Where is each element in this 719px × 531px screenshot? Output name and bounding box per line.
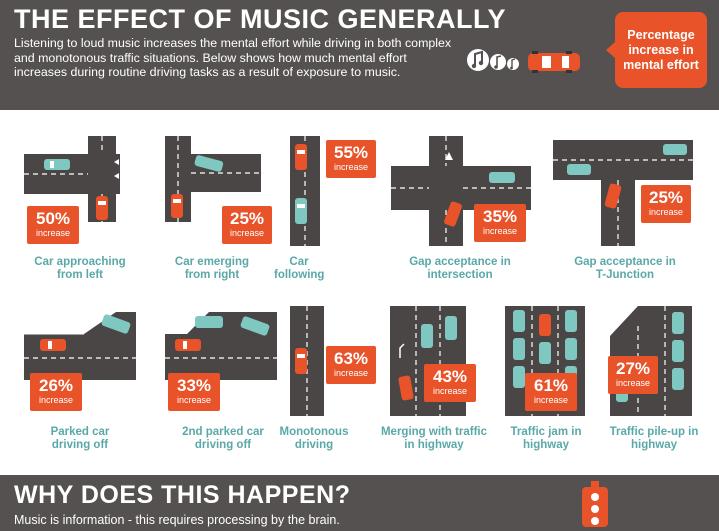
caption-5: Gap acceptance in T-Junction (574, 256, 676, 281)
badge-1: 50% increase (27, 206, 79, 244)
caption-10: Traffic jam in highway (510, 426, 582, 451)
percent-value: 50% (35, 209, 71, 228)
badge-label: increase (229, 228, 265, 238)
caption-9: Merging with traffic in highway (380, 426, 488, 451)
badge-8: 63% increase (326, 346, 376, 384)
scene-parked-car-off (24, 312, 136, 380)
scene-gap-t-junction (553, 140, 693, 246)
caption-1: Car approaching from left (34, 256, 126, 281)
percent-value: 27% (615, 359, 651, 378)
badge-7: 33% increase (168, 373, 220, 411)
car-icon (528, 51, 580, 73)
badge-label: increase (35, 228, 71, 238)
badge-label: increase (333, 368, 369, 378)
scene-gap-intersection (391, 136, 531, 246)
caption-3: Car following (274, 256, 325, 281)
badge-9: 43% increase (424, 364, 476, 402)
caption-11: Traffic pile-up in highway (609, 426, 699, 451)
badge-10: 61% increase (525, 373, 577, 411)
scene-second-parked-car (165, 312, 277, 380)
percent-value: 63% (333, 349, 369, 368)
caption-8: Monotonous driving (279, 426, 349, 451)
music-note-icon (490, 54, 506, 70)
scene-car-emerging-right (165, 136, 261, 222)
badge-2: 25% increase (222, 206, 272, 244)
percent-value: 35% (482, 207, 518, 226)
badge-label: increase (333, 162, 369, 172)
percent-value: 61% (533, 376, 569, 395)
badge-label: increase (38, 395, 74, 405)
music-note-icon (467, 49, 489, 71)
percent-value: 26% (38, 376, 74, 395)
legend-callout: Percentage increase in mental effort (606, 12, 707, 88)
percent-value: 25% (229, 209, 265, 228)
section-title: WHY DOES THIS HAPPEN? (14, 481, 351, 509)
badge-label: increase (432, 386, 468, 396)
intro-text: Listening to loud music increases the me… (14, 36, 452, 79)
badge-4: 35% increase (474, 204, 526, 242)
scene-car-following (290, 136, 320, 246)
scene-car-approaching-left (24, 136, 120, 222)
header-banner: THE EFFECT OF MUSIC GENERALLY Listening … (0, 0, 719, 110)
footer-banner: WHY DOES THIS HAPPEN? Music is informati… (0, 475, 719, 531)
badge-label: increase (648, 207, 684, 217)
badge-label: increase (615, 378, 651, 388)
caption-2: Car emerging from right (174, 256, 250, 281)
badge-3: 55% increase (326, 140, 376, 178)
scene-monotonous (290, 306, 324, 416)
badge-label: increase (482, 226, 518, 236)
badge-label: increase (176, 395, 212, 405)
caption-6: Parked car driving off (50, 426, 110, 451)
traffic-light-icon (582, 481, 608, 527)
percent-value: 25% (648, 188, 684, 207)
badge-6: 26% increase (30, 373, 82, 411)
page-title: THE EFFECT OF MUSIC GENERALLY (14, 4, 507, 34)
badge-5: 25% increase (641, 185, 691, 223)
percent-value: 55% (333, 143, 369, 162)
badge-11: 27% increase (608, 356, 658, 394)
caption-4: Gap acceptance in intersection (409, 256, 511, 281)
music-note-icon (507, 58, 519, 70)
percent-value: 33% (176, 376, 212, 395)
badge-label: increase (533, 395, 569, 405)
caption-7: 2nd parked car driving off (182, 426, 264, 451)
percent-value: 43% (432, 367, 468, 386)
legend-icons (467, 49, 580, 73)
section-text: Music is information - this requires pro… (14, 513, 340, 527)
